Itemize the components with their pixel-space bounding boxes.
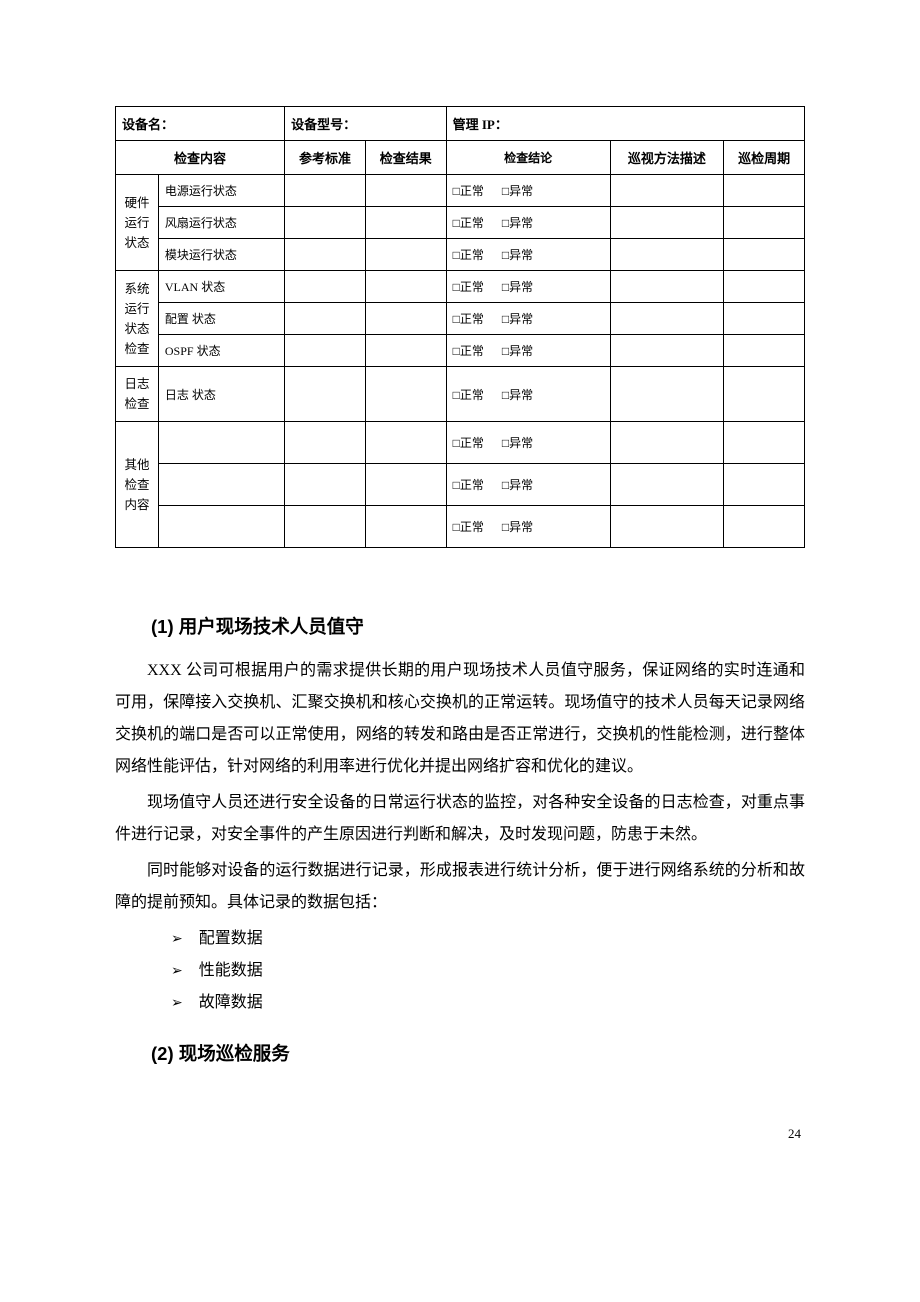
group-system-status: 系统运行状态检查 — [116, 271, 159, 367]
col-inspect-method: 巡视方法描述 — [610, 141, 724, 175]
paragraph-s1-p1: XXX 公司可根据用户的需求提供长期的用户现场技术人员值守服务，保证网络的实时连… — [115, 655, 805, 783]
cell-result — [365, 239, 446, 271]
col-ref-std: 参考标准 — [285, 141, 366, 175]
cell-method — [610, 175, 724, 207]
item-module-status: 模块运行状态 — [158, 239, 284, 271]
body-content: (1) 用户现场技术人员值守 XXX 公司可根据用户的需求提供长期的用户现场技术… — [115, 608, 805, 1072]
cell-method — [610, 367, 724, 422]
cell-result — [365, 303, 446, 335]
cell-ref — [285, 207, 366, 239]
cell-conclusion: □正常□异常 — [446, 335, 610, 367]
paragraph-s1-p2: 现场值守人员还进行安全设备的日常运行状态的监控，对各种安全设备的日志检查，对重点… — [115, 787, 805, 851]
cell-conclusion: □正常□异常 — [446, 367, 610, 422]
cell-cycle — [724, 422, 805, 464]
item-other-1 — [158, 422, 284, 464]
cell-method — [610, 271, 724, 303]
device-name-label: 设备名： — [116, 107, 285, 141]
cell-ref — [285, 335, 366, 367]
item-vlan-status: VLAN 状态 — [158, 271, 284, 303]
cell-cycle — [724, 239, 805, 271]
cell-result — [365, 422, 446, 464]
cell-cycle — [724, 175, 805, 207]
paragraph-s1-p3: 同时能够对设备的运行数据进行记录，形成报表进行统计分析，便于进行网络系统的分析和… — [115, 855, 805, 919]
cell-ref — [285, 271, 366, 303]
col-inspect-cycle: 巡检周期 — [724, 141, 805, 175]
cell-cycle — [724, 207, 805, 239]
bullet-config-data: 配置数据 — [171, 923, 805, 955]
mgmt-ip-label: 管理 IP： — [446, 107, 804, 141]
cell-cycle — [724, 367, 805, 422]
cell-result — [365, 335, 446, 367]
col-check-result: 检查结果 — [365, 141, 446, 175]
cell-conclusion: □正常□异常 — [446, 239, 610, 271]
cell-result — [365, 464, 446, 506]
cell-ref — [285, 239, 366, 271]
cell-conclusion: □正常□异常 — [446, 303, 610, 335]
item-fan-status: 风扇运行状态 — [158, 207, 284, 239]
cell-ref — [285, 506, 366, 548]
cell-cycle — [724, 271, 805, 303]
inspection-table: 设备名： 设备型号： 管理 IP： 检查内容 参考标准 检查结果 检查结论 巡视… — [115, 106, 805, 548]
cell-conclusion: □正常□异常 — [446, 506, 610, 548]
page-number: 24 — [115, 1126, 805, 1142]
cell-method — [610, 464, 724, 506]
cell-result — [365, 367, 446, 422]
bullet-list: 配置数据 性能数据 故障数据 — [171, 923, 805, 1019]
cell-method — [610, 335, 724, 367]
cell-result — [365, 175, 446, 207]
cell-conclusion: □正常□异常 — [446, 271, 610, 303]
item-config-status: 配置 状态 — [158, 303, 284, 335]
bullet-fault-data: 故障数据 — [171, 987, 805, 1019]
cell-result — [365, 271, 446, 303]
group-other-check: 其他检查内容 — [116, 422, 159, 548]
heading-section-2: (2) 现场巡检服务 — [151, 1035, 805, 1072]
cell-conclusion: □正常□异常 — [446, 207, 610, 239]
cell-conclusion: □正常□异常 — [446, 464, 610, 506]
col-check-conclusion: 检查结论 — [446, 141, 610, 175]
item-other-3 — [158, 506, 284, 548]
item-other-2 — [158, 464, 284, 506]
cell-conclusion: □正常□异常 — [446, 175, 610, 207]
cell-ref — [285, 303, 366, 335]
cell-cycle — [724, 506, 805, 548]
cell-ref — [285, 175, 366, 207]
cell-method — [610, 303, 724, 335]
item-ospf-status: OSPF 状态 — [158, 335, 284, 367]
cell-method — [610, 207, 724, 239]
cell-cycle — [724, 303, 805, 335]
cell-result — [365, 207, 446, 239]
group-log-check: 日志检查 — [116, 367, 159, 422]
cell-method — [610, 239, 724, 271]
col-check-content: 检查内容 — [116, 141, 285, 175]
cell-result — [365, 506, 446, 548]
item-log-status: 日志 状态 — [158, 367, 284, 422]
bullet-perf-data: 性能数据 — [171, 955, 805, 987]
cell-ref — [285, 464, 366, 506]
cell-ref — [285, 367, 366, 422]
cell-cycle — [724, 464, 805, 506]
group-hardware-status: 硬件运行状态 — [116, 175, 159, 271]
cell-method — [610, 422, 724, 464]
device-model-label: 设备型号： — [285, 107, 447, 141]
cell-method — [610, 506, 724, 548]
cell-conclusion: □正常□异常 — [446, 422, 610, 464]
heading-section-1: (1) 用户现场技术人员值守 — [151, 608, 805, 645]
cell-ref — [285, 422, 366, 464]
cell-cycle — [724, 335, 805, 367]
item-power-status: 电源运行状态 — [158, 175, 284, 207]
